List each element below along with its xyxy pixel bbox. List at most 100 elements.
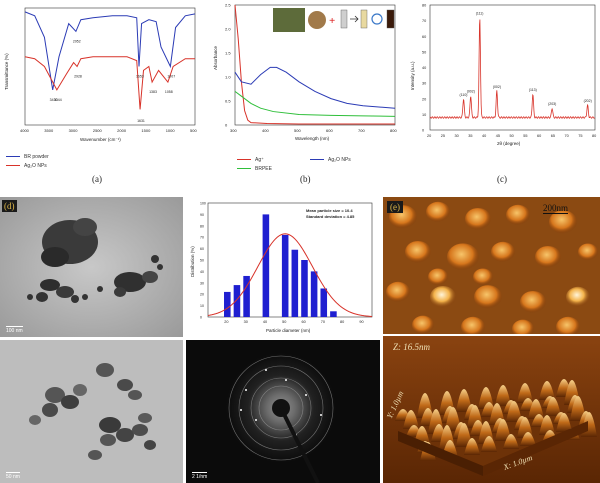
ftir-xtick: 1500 — [141, 128, 151, 133]
uvvis-xtick: 400 — [262, 128, 269, 133]
ftir-xtick: 3500 — [44, 128, 54, 133]
ftir-peak-label: 1058 — [165, 90, 173, 94]
psd-xtick: 40 — [263, 320, 267, 324]
xrd-xtick: 40 — [482, 134, 486, 138]
psd-ytick: 90 — [200, 213, 204, 217]
psd-annotation-mean: Mean particle size = 10.4 — [306, 208, 353, 213]
afm-grain — [386, 281, 410, 303]
psd-ytick: 100 — [200, 202, 206, 206]
ftir-xtick: 2000 — [117, 128, 127, 133]
xrd-ytick: 80 — [422, 4, 426, 8]
uvvis-xtick: 800 — [390, 128, 397, 133]
afm-grain — [430, 285, 456, 309]
ftir-xtick: 500 — [190, 128, 197, 133]
tem-scale-2: 50 nm — [6, 472, 20, 480]
afm-grain — [465, 207, 491, 231]
psd-ytick: 30 — [200, 281, 204, 285]
tem-image-2: 50 nm — [0, 340, 183, 483]
xrd-xtick: 50 — [510, 134, 514, 138]
ftir-xtick: 1000 — [166, 128, 176, 133]
afm-peak — [556, 413, 572, 432]
uvvis-ytick: 0 — [225, 123, 228, 128]
inset-powder — [308, 11, 326, 29]
uvvis-xtick: 300 — [230, 128, 237, 133]
afm-grain — [473, 268, 493, 286]
xrd-peak-label: (110) — [460, 93, 468, 97]
ftir-peak-label: 1383 — [149, 90, 157, 94]
afm-peak — [481, 436, 497, 452]
psd-bar — [330, 311, 337, 317]
psd-chart: 0 10 20 30 40 50 60 70 80 90 100 20 30 40 50 60 70 80 90 Pa… — [190, 202, 373, 333]
inset-vial-3 — [386, 9, 395, 29]
uvvis-series-1 — [234, 91, 396, 117]
afm-peak — [528, 399, 544, 419]
xrd-ytick: 10 — [422, 113, 426, 117]
psd-bar — [310, 271, 318, 317]
afm-peak — [539, 415, 555, 435]
uvvis-chart: 300 400 500 600 700 800 0 0.5 1.0 1.5 2.0 2.5 Wavele… — [213, 3, 397, 142]
uvvis-xtick: 700 — [358, 128, 365, 133]
xrd-xtick: 30 — [455, 134, 459, 138]
afm-grain — [520, 290, 546, 314]
xrd-xtick: 25 — [441, 134, 445, 138]
uvvis-series-0 — [234, 4, 395, 125]
afm-peak — [495, 385, 511, 406]
afm-peak — [539, 381, 555, 400]
psd-xtick: 50 — [282, 320, 286, 324]
ftir-peak-label: 1007 — [167, 74, 175, 78]
ftir-frame — [24, 7, 196, 126]
afm-grain — [512, 319, 534, 334]
afm-peak — [503, 434, 519, 449]
psd-bar — [262, 214, 270, 317]
legend-brpee: BRPEE — [237, 166, 272, 172]
uvvis-ytick: 0.5 — [225, 99, 231, 104]
xrd-chart: 20 25 30 35 40 45 50 55 60 65 70 75 80 0 10 20 30 40 50 60 7… — [410, 4, 596, 147]
inset-stir — [371, 13, 383, 25]
uvvis-ytick: 2.5 — [225, 3, 231, 8]
xrd-xtick: 60 — [537, 134, 541, 138]
ftir-peak-label: 1631 — [137, 119, 145, 123]
panel-e-label: (e) — [387, 201, 403, 213]
xrd-peak-label: (002) — [493, 85, 501, 89]
afm-grain — [578, 243, 598, 261]
xrd-ytick: 30 — [422, 82, 426, 86]
xrd-series — [429, 19, 595, 119]
afm-peak — [456, 423, 472, 447]
psd-ytick: 0 — [200, 316, 202, 320]
ftir-peak-label: 2952 — [73, 39, 81, 43]
xrd-ytick: 0 — [422, 129, 424, 133]
xrd-ytick: 50 — [422, 50, 426, 54]
xrd-xtick: 80 — [592, 134, 596, 138]
psd-xtick: 80 — [340, 320, 344, 324]
xrd-xlabel: 2θ (degree) — [497, 141, 521, 146]
afm-grain — [474, 285, 502, 309]
xrd-ytick: 70 — [422, 19, 426, 23]
ftir-xtick: 4000 — [20, 128, 30, 133]
afm-peak — [403, 410, 419, 429]
afm-grain — [428, 268, 448, 286]
psd-bar — [291, 249, 299, 317]
legend-ag2o-nps-b: Ag₂O NPs — [310, 157, 351, 163]
afm-peak — [570, 396, 586, 421]
afm-peak — [456, 389, 472, 412]
panel-c-label: (c) — [497, 174, 507, 184]
xrd-xtick: 55 — [523, 134, 527, 138]
legend-br-powder: BR powder — [6, 154, 49, 160]
psd-fit-curve — [207, 233, 373, 317]
afm-2d-image: (e) 200nm — [383, 197, 600, 334]
xrd-peak-label: (202) — [584, 99, 592, 103]
panel-c-xrd: 20 25 30 35 40 45 50 55 60 65 70 75 80 0 10 20 30 40 50 60 7… — [405, 0, 600, 190]
psd-ytick: 60 — [200, 247, 204, 251]
ftir-series-1 — [24, 56, 195, 110]
panel-d-label: (d) — [2, 200, 17, 212]
psd-ytick: 10 — [200, 304, 204, 308]
xrd-xtick: 75 — [578, 134, 582, 138]
afm-grain — [491, 241, 515, 263]
afm-grain — [566, 286, 590, 308]
uvvis-xlabel: Wavelength (nm) — [295, 136, 330, 141]
psd-bar — [301, 260, 308, 317]
xrd-peak-label: (111) — [476, 12, 484, 16]
psd-xtick: 20 — [224, 320, 228, 324]
xrd-xtick: 45 — [496, 134, 500, 138]
xrd-xtick: 20 — [427, 134, 431, 138]
